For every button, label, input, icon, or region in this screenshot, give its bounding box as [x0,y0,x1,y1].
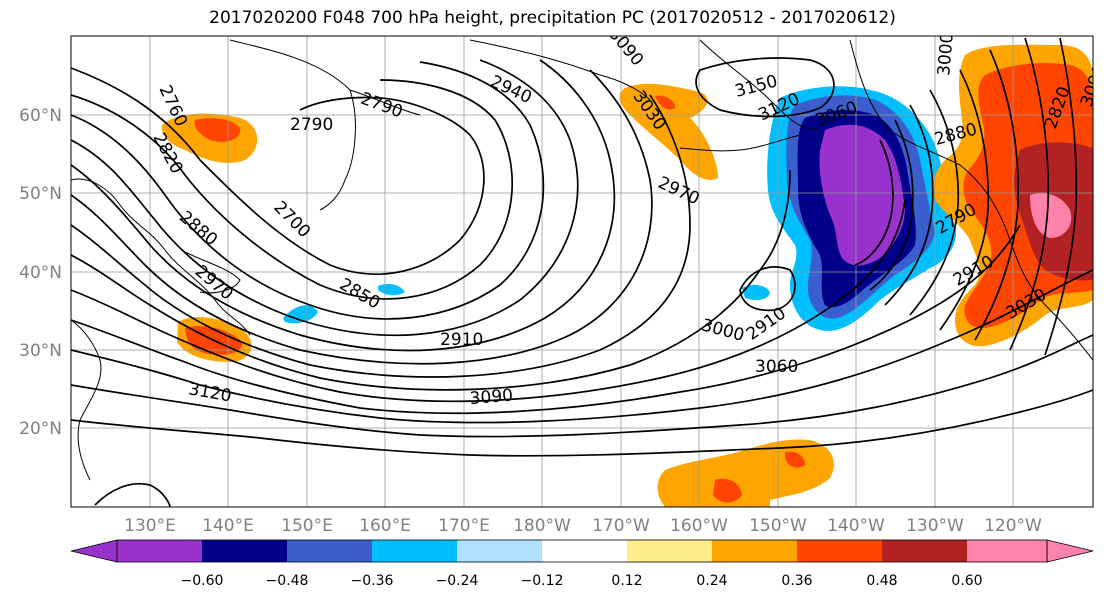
colorbar-tick: 0.36 [781,573,812,589]
colorbar-swatch [117,540,202,562]
contour-label: 3060 [755,357,798,377]
colorbar-swatch [797,540,882,562]
colorbar-swatch [712,540,797,562]
lon-label: 150°W [749,516,807,536]
precip-shading [161,44,1093,507]
lat-label: 20°N [19,419,62,439]
lat-label: 30°N [19,341,62,361]
lat-label: 60°N [19,106,62,126]
map-frame [70,35,1094,508]
colorbar-swatch [287,540,372,562]
lat-label: 50°N [19,184,62,204]
colorbar-ticks: −0.60 −0.48 −0.36 −0.24 −0.12 0.12 0.24 … [181,573,983,589]
lon-labels: 130°E 140°E 150°E 160°E 170°E 180°W 170°… [124,516,1042,536]
positive-anomaly-bering [619,83,718,180]
colorbar-tick: 0.24 [696,573,727,589]
lat-labels: 60°N 50°N 40°N 30°N 20°N [19,106,62,439]
map-title: 2017020200 F048 700 hPa height, precipit… [209,8,896,28]
lon-label: 130°E [124,516,176,536]
colorbar-swatch [1046,539,1094,563]
colorbar-tick: −0.24 [436,573,479,589]
gridlines [71,36,1093,507]
colorbar-tick: 0.60 [951,573,982,589]
lon-label: 170°E [438,516,490,536]
lon-label: 130°W [906,516,964,536]
colorbar-swatch [70,539,118,563]
contour-label: 2910 [440,330,483,350]
contour-label: 3000 [934,32,958,77]
colorbar-swatch [372,540,457,562]
lon-label: 160°W [670,516,728,536]
lon-label: 140°W [827,516,885,536]
colorbar-swatch [202,540,287,562]
height-contours [71,37,1093,507]
lon-label: 160°E [359,516,411,536]
colorbar-tick: −0.12 [521,573,564,589]
lon-label: 170°W [592,516,650,536]
lon-label: 150°E [281,516,333,536]
colorbar-tick: −0.60 [181,573,224,589]
lon-label: 140°E [202,516,254,536]
colorbar-swatch [457,540,542,562]
lat-label: 40°N [19,263,62,283]
colorbar [70,539,1094,563]
colorbar-swatch [627,540,712,562]
colorbar-tick: −0.48 [266,573,309,589]
colorbar-tick: −0.36 [351,573,394,589]
lon-label: 120°W [984,516,1042,536]
colorbar-swatch [882,540,967,562]
colorbar-tick: 0.12 [611,573,642,589]
colorbar-tick: 0.48 [866,573,897,589]
colorbar-swatch [967,540,1047,562]
lon-label: 180°W [513,516,571,536]
contour-label: 2790 [290,115,333,135]
colorbar-swatch [542,540,627,562]
contour-label: 3090 [469,385,514,409]
